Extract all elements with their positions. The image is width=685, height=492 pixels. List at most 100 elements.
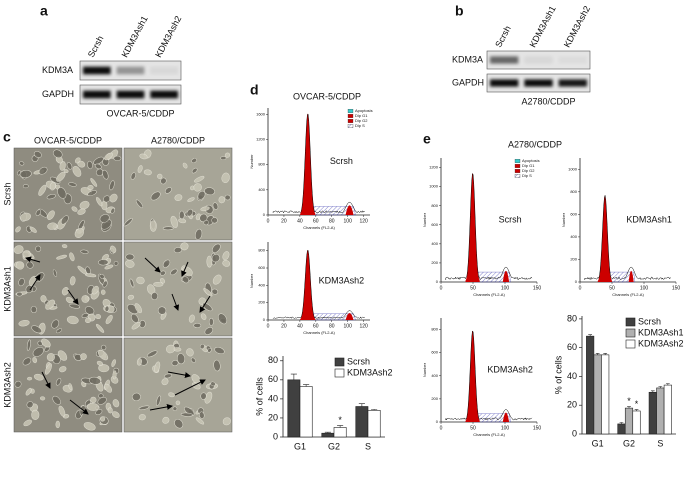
row-label: KDM3Ash2 (2, 362, 12, 408)
cell (100, 289, 106, 295)
x-tick-label: 20 (281, 218, 287, 224)
cell (63, 169, 69, 173)
bar (601, 354, 610, 435)
y-tick-label: 0 (263, 317, 266, 322)
x-tick-label: 100 (344, 323, 353, 329)
cell (175, 400, 181, 406)
cell (77, 265, 88, 275)
x-tick-label: 0 (267, 218, 270, 224)
cell (159, 270, 166, 276)
histogram-trace (272, 113, 365, 214)
cell (80, 249, 89, 254)
cell (191, 158, 197, 163)
cell (88, 376, 101, 385)
histogram-trace (445, 172, 533, 281)
cell (61, 244, 68, 249)
bar (299, 386, 313, 438)
cell (22, 357, 32, 366)
cell (40, 295, 47, 303)
cell (170, 215, 178, 228)
cell (212, 243, 221, 253)
cell (60, 215, 69, 225)
cell (31, 325, 42, 334)
blot-band (83, 90, 111, 99)
cell (178, 218, 187, 224)
cell (33, 151, 42, 158)
y-tick-label: 800 (258, 248, 265, 253)
cell (99, 273, 105, 279)
legend-swatch (347, 109, 354, 113)
y-tick-label: 800 (431, 203, 438, 208)
legend-swatch (625, 317, 636, 327)
cell (96, 360, 104, 366)
arrow (67, 289, 79, 305)
error-bar (650, 390, 655, 393)
blot-caption: OVCAR-5/CDDP (106, 108, 174, 118)
histogram-label: KDM3Ash1 (626, 214, 672, 224)
error-bar (603, 353, 608, 355)
histogram-trace (272, 250, 365, 319)
cell (90, 396, 97, 404)
error-bar (634, 409, 639, 411)
cell (69, 252, 75, 262)
legend-swatch (347, 119, 354, 123)
cell (151, 292, 158, 301)
legend-label: Dip G1 (355, 113, 368, 118)
x-tick-label: 150 (533, 285, 542, 291)
x-tick-label: 120 (359, 218, 368, 224)
y-tick-label: 400 (431, 241, 438, 246)
blot-band (150, 66, 178, 75)
cell (199, 343, 205, 350)
cell (98, 259, 109, 266)
cell (173, 247, 183, 253)
cell (110, 207, 115, 214)
legend-label: Apoptosis (355, 108, 373, 113)
cell (218, 196, 226, 204)
cell (221, 172, 230, 184)
arrow (41, 371, 51, 389)
cell (203, 220, 209, 226)
bar (287, 379, 301, 438)
cell (174, 194, 183, 202)
y-tick-label: 600 (258, 265, 265, 270)
cell (170, 268, 178, 276)
cell (194, 175, 205, 183)
y-tick-label: 40 (567, 371, 577, 381)
cell (23, 419, 32, 427)
cell (55, 378, 62, 386)
x-tick-label: G1 (592, 438, 604, 448)
cell (98, 350, 109, 361)
cell (200, 392, 207, 400)
y-tick-label: 200 (258, 300, 265, 305)
cell (187, 197, 195, 203)
cell (212, 202, 219, 210)
cell (154, 361, 161, 373)
y-tick-label: 600 (431, 222, 438, 227)
cell (159, 278, 166, 284)
dip-g2-peak (502, 270, 510, 282)
cell (224, 152, 231, 158)
cell (31, 409, 40, 420)
cell (211, 288, 219, 295)
cell (45, 299, 56, 310)
cell (217, 313, 228, 325)
cell (52, 395, 61, 405)
bar (593, 354, 602, 435)
y-tick-label: 60 (567, 342, 577, 352)
cell (19, 161, 25, 166)
cell (18, 319, 30, 327)
cell (180, 242, 189, 251)
cell (162, 226, 174, 231)
legend-swatch (514, 169, 521, 173)
legend-swatch (347, 124, 354, 128)
cell (112, 370, 117, 380)
error-bar (371, 409, 378, 411)
error-bar (588, 334, 593, 337)
blot-band (83, 66, 111, 75)
cell (104, 264, 114, 270)
cell (66, 162, 73, 170)
legend-label: Dip G2 (522, 168, 535, 173)
cell (130, 172, 136, 180)
cell (86, 403, 100, 411)
